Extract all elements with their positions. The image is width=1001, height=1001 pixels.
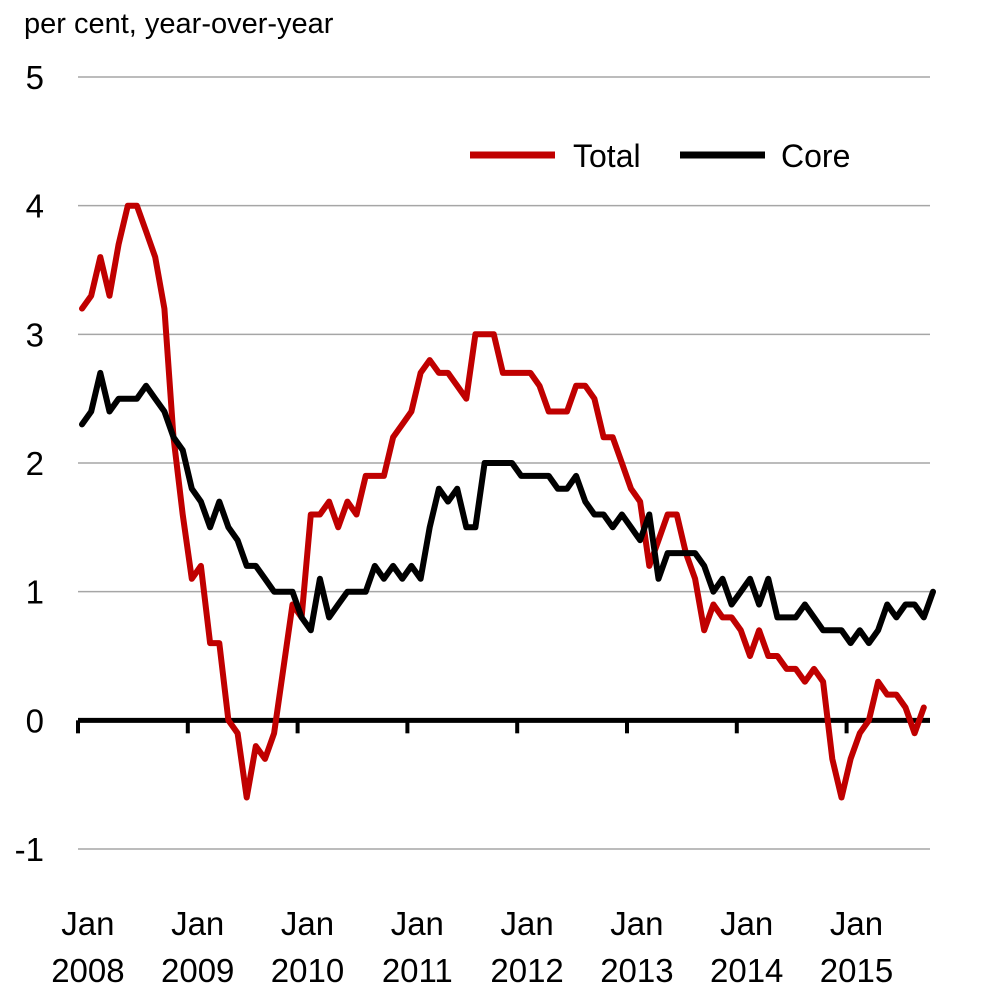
series-line-total xyxy=(79,202,927,801)
y-tick-label: 2 xyxy=(26,445,44,482)
y-tick-labels: 5 4 3 2 1 0 -1 xyxy=(15,59,44,868)
y-tick-label: 3 xyxy=(26,316,44,353)
x-tick-label-year: 2013 xyxy=(600,952,673,989)
x-tick-labels: Jan 2008 Jan 2009 Jan 2010 Jan 2011 Jan 2012 Jan 20… xyxy=(51,720,893,989)
x-tick-label-year: 2015 xyxy=(820,952,893,989)
gridlines xyxy=(78,76,930,850)
x-tick-label-month: Jan xyxy=(830,905,883,942)
y-tick-label: 0 xyxy=(26,702,44,739)
y-tick-label: 5 xyxy=(26,59,44,96)
x-tick-label-month: Jan xyxy=(171,905,224,942)
x-tick-label-month: Jan xyxy=(720,905,773,942)
y-tick-label: 4 xyxy=(26,188,44,225)
legend-label-core: Core xyxy=(781,138,850,174)
x-tick-label-year: 2012 xyxy=(490,952,563,989)
y-tick-label: 1 xyxy=(26,574,44,611)
series-line-core xyxy=(79,369,936,647)
y-axis-label: per cent, year-over-year xyxy=(24,8,334,40)
x-tick-label-year: 2010 xyxy=(271,952,344,989)
y-tick-label: -1 xyxy=(15,831,44,868)
x-tick-label-month: Jan xyxy=(610,905,663,942)
x-tick-label-year: 2009 xyxy=(161,952,234,989)
x-tick-label-month: Jan xyxy=(500,905,553,942)
x-tick-label-month: Jan xyxy=(391,905,444,942)
x-tick-label-month: Jan xyxy=(281,905,334,942)
legend-label-total: Total xyxy=(573,138,641,174)
x-tick-label-month: Jan xyxy=(61,905,114,942)
series-lines xyxy=(79,202,936,801)
x-tick-label-year: 2008 xyxy=(51,952,124,989)
x-tick-label-year: 2014 xyxy=(710,952,783,989)
x-tick-label-year: 2011 xyxy=(382,952,453,989)
legend: Total Core xyxy=(470,138,850,174)
